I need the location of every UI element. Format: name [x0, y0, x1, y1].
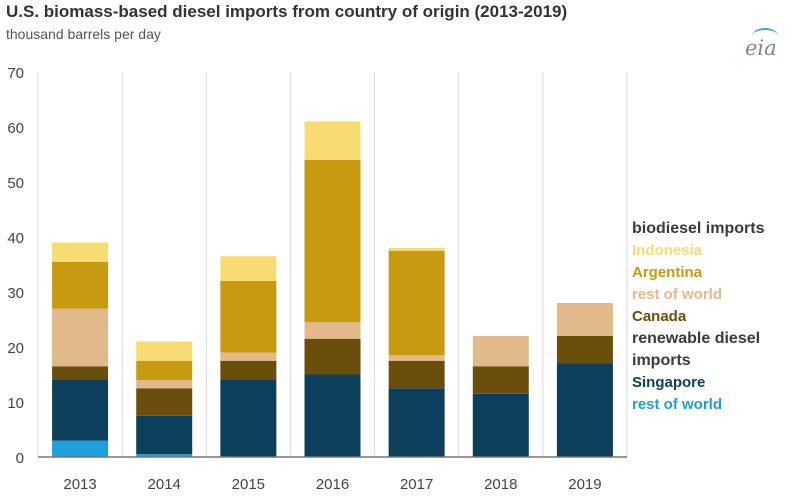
chart-subtitle: thousand barrels per day: [6, 26, 161, 42]
bar-bd_row-2013: [52, 308, 109, 367]
y-tick-label: 50: [7, 175, 24, 192]
legend-item-bd-canada: Canada: [632, 308, 687, 325]
bar-bd_id-2016: [304, 121, 361, 160]
legend-heading-biodiesel: biodiesel imports: [632, 220, 765, 237]
legend: biodiesel imports Indonesia Argentina re…: [632, 218, 764, 416]
x-axis-ticks: 2013 2014 2015 2016 2017 2018 2019: [63, 476, 601, 493]
bar-bd_id-2013: [52, 242, 109, 262]
bar-bd_row-2014: [136, 380, 193, 389]
bar-bd_ar-2015: [220, 281, 277, 353]
y-tick-label: 70: [7, 65, 24, 82]
bar-bd_ar-2013: [52, 261, 109, 309]
legend-heading-renewable-2: imports: [632, 352, 691, 369]
bar-rd_sg-2014: [136, 415, 193, 455]
bar-bd_ca-2019: [556, 336, 613, 364]
eia-logo: eia: [745, 36, 777, 60]
y-tick-label: 20: [7, 340, 24, 357]
x-tick-label: 2018: [484, 476, 517, 493]
bar-bd_ca-2017: [388, 360, 445, 389]
bar-bd_ar-2016: [304, 160, 361, 323]
bar-rd_sg-2019: [556, 363, 613, 457]
bar-bd_ar-2014: [136, 360, 193, 380]
x-tick-label: 2017: [400, 476, 433, 493]
legend-item-bd-argentina: Argentina: [632, 264, 703, 281]
bar-bd_id-2017: [388, 248, 445, 251]
legend-heading-renewable-1: renewable diesel: [632, 330, 761, 347]
bar-rd_row-2013: [52, 440, 109, 457]
bar-bd_id-2014: [136, 341, 193, 361]
legend-item-rd-singapore: Singapore: [632, 374, 706, 391]
bar-rd_sg-2017: [388, 388, 445, 457]
chart-title: U.S. biomass-based diesel imports from c…: [6, 2, 568, 21]
bar-rd_sg-2015: [220, 380, 277, 457]
y-tick-label: 0: [16, 450, 24, 467]
x-tick-label: 2014: [148, 476, 181, 493]
bar-bd_ca-2013: [52, 366, 109, 380]
bar-bd_ca-2014: [136, 388, 193, 416]
bar-rd_sg-2016: [304, 374, 361, 457]
bar-bd_ca-2015: [220, 360, 277, 380]
bar-bd_row-2017: [388, 355, 445, 361]
bar-bd_ca-2016: [304, 338, 361, 375]
legend-item-rd-rest-of-world: rest of world: [632, 396, 723, 413]
y-tick-label: 40: [7, 230, 24, 247]
bar-bd_ca-2018: [472, 366, 529, 394]
eia-logo-arc-icon: [752, 28, 778, 44]
bar-bd_row-2016: [304, 322, 361, 339]
y-tick-label: 60: [7, 120, 24, 137]
bars: [52, 121, 613, 457]
x-tick-label: 2013: [63, 476, 96, 493]
x-tick-label: 2019: [568, 476, 601, 493]
x-tick-label: 2015: [232, 476, 265, 493]
bar-rd_sg-2018: [472, 393, 529, 457]
grid-lines: [37, 72, 628, 457]
legend-item-bd-indonesia: Indonesia: [632, 242, 703, 259]
bar-bd_row-2015: [220, 352, 277, 361]
x-tick-label: 2016: [316, 476, 349, 493]
bar-rd_row-2014: [136, 454, 193, 457]
legend-item-bd-rest-of-world: rest of world: [632, 286, 723, 303]
bar-rd_sg-2013: [52, 380, 109, 441]
bar-bd_row-2018: [472, 336, 529, 367]
bar-bd_ar-2017: [388, 250, 445, 356]
bar-bd_id-2015: [220, 256, 277, 281]
bar-bd_row-2019: [556, 303, 613, 336]
y-tick-label: 10: [7, 395, 24, 412]
y-tick-label: 30: [7, 285, 24, 302]
y-axis-ticks: 0 10 20 30 40 50 60 70: [7, 65, 24, 467]
